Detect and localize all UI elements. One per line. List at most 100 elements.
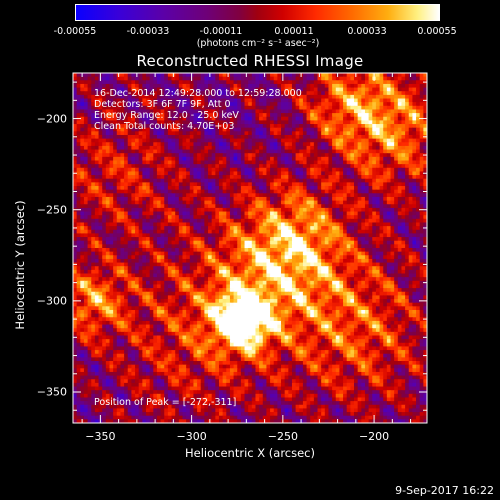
heatmap-cell <box>167 200 173 205</box>
heatmap-cell <box>178 80 184 85</box>
heatmap-cell <box>270 215 275 220</box>
heatmap-cell <box>368 255 373 260</box>
heatmap-cell <box>284 127 289 132</box>
heatmap-cell <box>288 153 293 158</box>
heatmap-cell <box>131 193 136 198</box>
heatmap-cell <box>401 149 406 154</box>
heatmap-cell <box>116 134 122 140</box>
heatmap-cell <box>91 134 96 140</box>
heatmap-cell <box>240 142 246 147</box>
heatmap-cell <box>346 186 351 191</box>
heatmap-cell <box>215 240 220 245</box>
heatmap-cell <box>299 102 304 107</box>
heatmap-cell <box>332 116 337 121</box>
heatmap-cell <box>83 200 89 205</box>
heatmap-cell <box>383 124 388 129</box>
heatmap-cell <box>226 142 231 147</box>
heatmap-cell <box>270 149 275 154</box>
heatmap-cell <box>153 149 158 154</box>
heatmap-cell <box>401 109 406 114</box>
heatmap-cell <box>222 156 227 162</box>
heatmap-cell <box>306 204 311 209</box>
heatmap-cell <box>364 73 370 78</box>
heatmap-cell <box>218 200 224 205</box>
heatmap-cell <box>116 204 122 209</box>
heatmap-cell <box>357 127 362 132</box>
heatmap-cell <box>215 237 220 242</box>
heatmap-cell <box>394 237 399 242</box>
heatmap-cell <box>244 142 249 147</box>
heatmap-cell <box>419 189 424 194</box>
heatmap-cell <box>354 73 359 78</box>
heatmap-cell <box>335 237 341 242</box>
heatmap-cell <box>419 156 424 162</box>
heatmap-cell <box>135 237 140 242</box>
heatmap-cell <box>222 164 227 169</box>
heatmap-cell <box>233 204 238 209</box>
heatmap-cell <box>302 109 308 114</box>
heatmap-cell <box>266 193 271 198</box>
heatmap-cell <box>375 189 381 194</box>
heatmap-cell <box>208 233 213 238</box>
heatmap-cell <box>226 229 231 235</box>
heatmap-cell <box>401 193 406 198</box>
heatmap-cell <box>200 200 205 205</box>
heatmap-cell <box>186 233 191 238</box>
heatmap-cell <box>105 233 111 238</box>
heatmap-cell <box>302 113 308 118</box>
heatmap-cell <box>372 237 377 242</box>
heatmap-cell <box>87 251 92 256</box>
heatmap-cell <box>218 207 224 213</box>
heatmap-cell <box>310 124 315 129</box>
heatmap-cell <box>390 87 395 92</box>
heatmap-cell <box>262 134 268 140</box>
heatmap-cell <box>240 131 246 136</box>
heatmap-cell <box>313 178 319 183</box>
heatmap-cell <box>218 171 224 176</box>
heatmap-cell <box>73 153 78 158</box>
heatmap-cell <box>175 218 180 224</box>
heatmap-cell <box>186 258 191 264</box>
heatmap-cell <box>105 164 111 169</box>
heatmap-cell <box>73 175 78 180</box>
heatmap-cell <box>91 244 96 249</box>
heatmap-cell <box>80 222 85 227</box>
heatmap-cell <box>229 134 235 140</box>
heatmap-cell <box>277 207 282 213</box>
heatmap-cell <box>313 215 319 220</box>
heatmap-cell <box>390 186 395 191</box>
heatmap-cell <box>383 255 388 260</box>
heatmap-cell <box>178 255 184 260</box>
heatmap-cell <box>412 178 417 183</box>
heatmap-cell <box>357 240 362 245</box>
heatmap-cell <box>270 127 275 132</box>
heatmap-cell <box>397 87 403 92</box>
heatmap-cell <box>266 160 271 165</box>
heatmap-cell <box>80 102 85 107</box>
heatmap-cell <box>208 134 213 140</box>
heatmap-cell <box>335 116 341 121</box>
heatmap-cell <box>91 255 96 260</box>
heatmap-cell <box>291 237 297 242</box>
heatmap-cell <box>102 145 107 151</box>
heatmap-cell <box>361 182 366 187</box>
heatmap-cell <box>317 175 322 180</box>
heatmap-cell <box>306 189 311 194</box>
heatmap-cell <box>229 196 235 202</box>
heatmap-cell <box>299 116 304 121</box>
heatmap-cell <box>102 200 107 205</box>
heatmap-cell <box>270 124 275 129</box>
heatmap-cell <box>83 131 89 136</box>
heatmap-cell <box>339 91 344 96</box>
heatmap-cell <box>197 171 202 176</box>
heatmap-cell <box>156 145 162 151</box>
heatmap-cell <box>306 178 311 183</box>
heatmap-cell <box>226 218 231 224</box>
heatmap-cell <box>178 233 184 238</box>
heatmap-cell <box>401 255 406 260</box>
heatmap-cell <box>178 244 184 249</box>
heatmap-cell <box>124 258 129 264</box>
heatmap-cell <box>390 226 395 231</box>
heatmap-cell <box>324 149 330 154</box>
heatmap-cell <box>324 248 330 253</box>
